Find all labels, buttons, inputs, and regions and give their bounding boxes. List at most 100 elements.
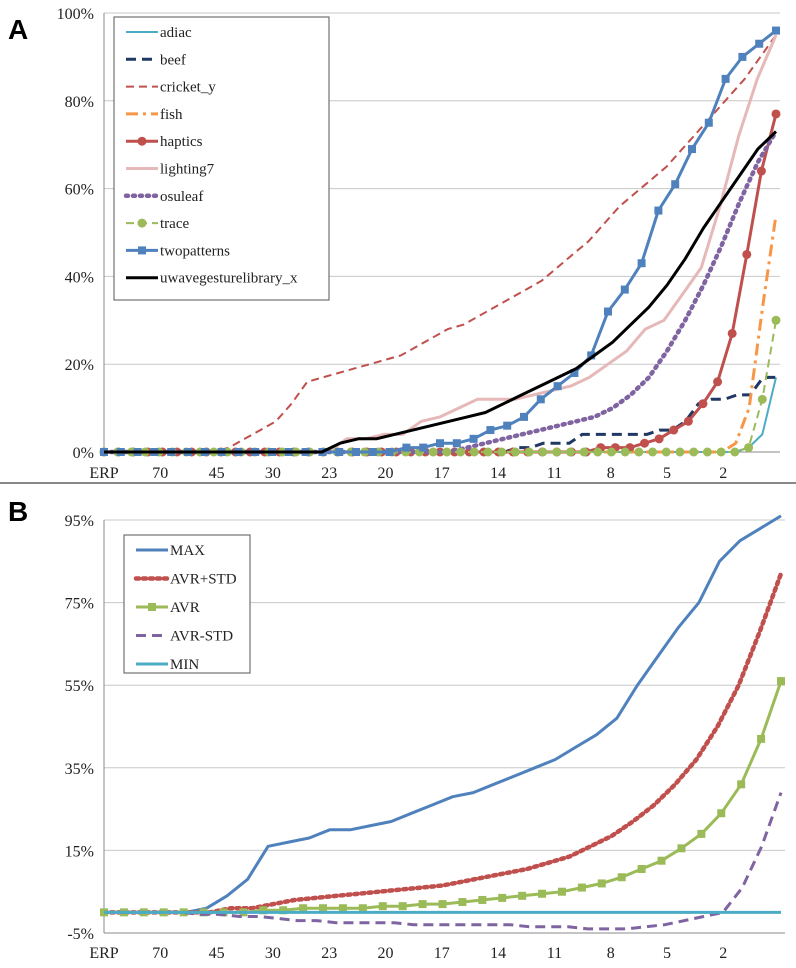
data-point — [698, 399, 708, 409]
x-tick-label: 23 — [321, 945, 337, 962]
data-point — [697, 829, 706, 838]
data-point — [418, 900, 427, 909]
data-point — [538, 889, 547, 898]
series-line — [104, 514, 782, 914]
x-tick-label: 8 — [607, 465, 615, 482]
data-point — [683, 416, 693, 426]
series-max — [104, 514, 782, 914]
data-point — [524, 447, 534, 457]
x-tick-label: 14 — [490, 465, 506, 482]
series-line — [104, 680, 783, 914]
x-tick-label: 70 — [152, 945, 168, 962]
data-point — [771, 109, 781, 119]
data-point — [757, 394, 767, 404]
data-point — [716, 447, 726, 457]
data-point — [577, 883, 586, 892]
x-tick-label: 20 — [378, 465, 394, 482]
data-point — [358, 904, 367, 913]
data-point — [503, 421, 512, 430]
x-tick-label: 30 — [265, 945, 281, 962]
panel-divider — [0, 482, 796, 484]
data-point — [520, 412, 528, 421]
data-point — [640, 438, 650, 448]
legend-label: osuleaf — [160, 189, 203, 205]
x-tick-label: 30 — [265, 465, 281, 482]
data-point — [620, 447, 630, 457]
y-tick-label: -5% — [67, 926, 94, 943]
x-tick-label: 45 — [209, 465, 225, 482]
data-point — [536, 395, 545, 404]
y-tick-label: 80% — [65, 94, 94, 111]
data-point — [319, 904, 328, 913]
data-point — [486, 426, 495, 435]
series-line — [104, 130, 778, 454]
data-point — [637, 864, 646, 873]
data-point — [402, 443, 411, 452]
data-point — [368, 448, 377, 456]
legend-label: beef — [160, 52, 186, 68]
x-tick-label: 70 — [152, 465, 168, 482]
y-tick-label: 20% — [65, 357, 94, 374]
series-uwavegesturelibrary-x — [104, 130, 778, 454]
data-point — [757, 734, 766, 743]
legend-marker — [137, 136, 147, 146]
series-line — [104, 792, 783, 931]
data-point — [669, 425, 679, 435]
y-tick-label: 75% — [65, 596, 94, 613]
legend-box — [113, 16, 330, 301]
data-point — [772, 26, 780, 35]
x-tick-label: 23 — [321, 465, 337, 482]
data-point — [617, 873, 626, 882]
legend-label: adiac — [160, 25, 192, 41]
data-point — [419, 443, 428, 452]
x-tick-label: 11 — [547, 945, 562, 962]
data-point — [438, 900, 447, 909]
legend-label: uwavegesturelibrary_x — [160, 271, 298, 287]
series-trace — [99, 315, 781, 457]
y-tick-label: 60% — [65, 182, 94, 199]
data-point — [279, 906, 288, 915]
legend-label: haptics — [160, 134, 203, 150]
legend: MAX AVR+STD AVR AVR-STD MIN — [123, 534, 251, 674]
data-point — [737, 780, 746, 789]
y-tick-label: 40% — [65, 269, 94, 286]
data-point — [452, 439, 461, 448]
data-point — [518, 891, 527, 900]
data-point — [634, 447, 644, 457]
data-point — [478, 895, 487, 904]
legend-marker — [138, 246, 146, 255]
data-point — [604, 307, 612, 316]
data-point — [738, 52, 747, 61]
legend-label: trace — [160, 216, 189, 232]
data-point — [688, 145, 696, 154]
legend-label: cricket_y — [160, 80, 216, 96]
data-point — [713, 377, 723, 387]
x-tick-label: 5 — [663, 945, 671, 962]
data-point — [497, 447, 507, 457]
data-point — [654, 206, 663, 215]
data-point — [637, 259, 646, 268]
data-point — [661, 447, 671, 457]
data-point — [755, 39, 764, 48]
chart-panel-b: -5% 15% 35% 55% 75% 95% ERP 70 45 30 23 20 17 14 11 8 5 2… — [65, 513, 785, 962]
data-point — [338, 904, 347, 913]
x-tick-label: 2 — [719, 465, 727, 482]
data-point — [498, 893, 507, 902]
data-point — [469, 434, 478, 443]
data-point — [704, 118, 713, 127]
data-point — [648, 447, 658, 457]
data-point — [352, 448, 360, 456]
data-point — [777, 677, 785, 686]
series-line — [104, 34, 777, 453]
data-point — [557, 887, 566, 896]
data-point — [538, 447, 548, 457]
data-point — [744, 443, 754, 453]
data-point — [671, 180, 680, 189]
data-point — [436, 439, 444, 448]
data-point — [483, 447, 493, 457]
data-point — [742, 249, 752, 259]
data-point — [398, 902, 407, 911]
y-tick-label: 0% — [73, 445, 94, 462]
